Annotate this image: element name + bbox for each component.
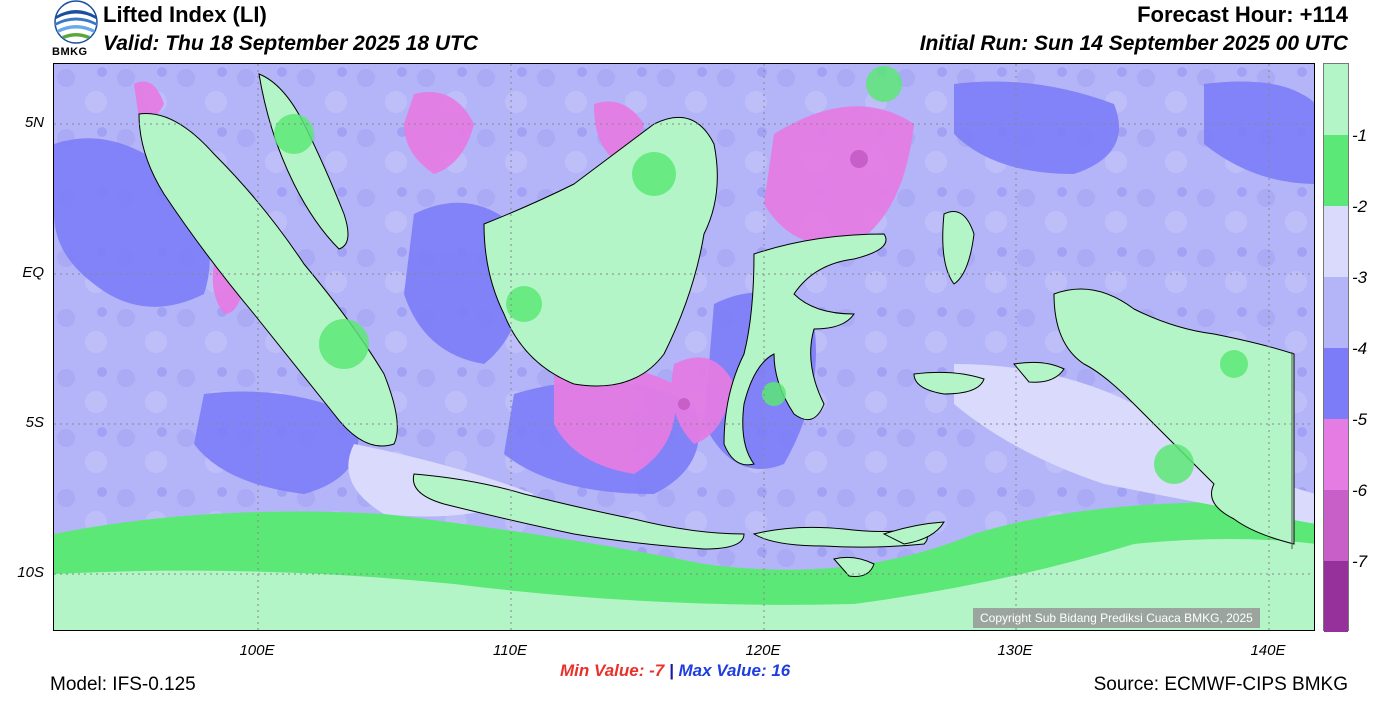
li-zone-very-strong [850, 150, 868, 168]
bmkg-logo-icon [54, 0, 98, 44]
model-label: Model: IFS-0.125 [50, 674, 196, 695]
lon-label-120e: 120E [745, 642, 781, 659]
lon-label-110e: 110E [493, 642, 527, 659]
lon-label-140e: 140E [1250, 642, 1286, 659]
colorbar-tick-label: -2 [1352, 197, 1368, 216]
colorbar-segment [1324, 135, 1348, 206]
min-max-separator: | [668, 661, 674, 680]
colorbar-segment [1324, 490, 1348, 561]
min-value: Min Value: -7 [560, 661, 665, 680]
chart-title: Lifted Index (LI) [103, 2, 267, 27]
map-panel [53, 63, 1315, 631]
land-halmahera [942, 211, 975, 285]
lon-label-100e: 100E [239, 642, 275, 659]
graticule [54, 64, 1314, 630]
min-max-values: Min Value: -7 | Max Value: 16 [560, 661, 790, 681]
colorbar-tick-label: -1 [1352, 126, 1368, 145]
colorbar-tick-label: -3 [1352, 268, 1368, 287]
max-value: Max Value: 16 [678, 661, 791, 680]
land-stable-patches [274, 66, 1248, 484]
lat-label-5s: 5S [25, 414, 44, 431]
colorbar-segment [1324, 561, 1348, 632]
colorbar [1323, 63, 1349, 632]
colorbar-tick-label: -5 [1352, 410, 1368, 429]
land-sulawesi [723, 233, 887, 466]
valid-time: Valid: Thu 18 September 2025 18 UTC [103, 32, 479, 55]
colorbar-segment [1324, 348, 1348, 419]
colorbar-segment [1324, 419, 1348, 490]
colorbar-segment [1324, 206, 1348, 277]
lon-label-130e: 130E [997, 642, 1033, 659]
colorbar-segment [1324, 64, 1348, 135]
colorbar-tick-label: -7 [1352, 552, 1368, 571]
colorbar-tick-label: -6 [1352, 481, 1368, 500]
li-map [54, 64, 1314, 630]
colorbar-tick-label: -4 [1352, 339, 1368, 358]
colorbar-segment [1324, 277, 1348, 348]
lat-label-eq: EQ [22, 264, 44, 281]
source-label: Source: ECMWF-CIPS BMKG [1093, 674, 1348, 695]
lat-label-5n: 5N [24, 114, 44, 131]
land-java [412, 473, 745, 550]
bmkg-logo: BMKG [50, 0, 102, 60]
logo-text: BMKG [52, 46, 88, 58]
lat-label-10s: 10S [17, 564, 44, 581]
initial-run: Initial Run: Sun 14 September 2025 00 UT… [919, 32, 1348, 55]
forecast-hour: Forecast Hour: +114 [1137, 2, 1348, 27]
copyright-notice: Copyright Sub Bidang Prediksi Cuaca BMKG… [973, 608, 1260, 628]
